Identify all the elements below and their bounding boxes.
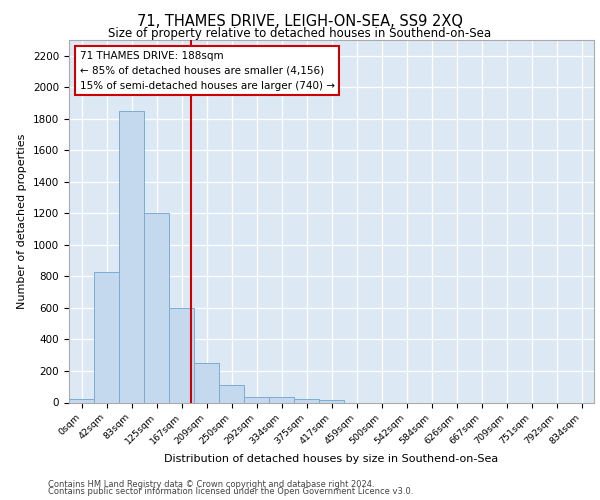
Bar — [194, 363, 219, 403]
Y-axis label: Number of detached properties: Number of detached properties — [17, 134, 28, 309]
Bar — [169, 308, 194, 402]
Text: Size of property relative to detached houses in Southend-on-Sea: Size of property relative to detached ho… — [109, 27, 491, 40]
Text: 71 THAMES DRIVE: 188sqm
← 85% of detached houses are smaller (4,156)
15% of semi: 71 THAMES DRIVE: 188sqm ← 85% of detache… — [79, 51, 335, 90]
Text: Contains HM Land Registry data © Crown copyright and database right 2024.: Contains HM Land Registry data © Crown c… — [48, 480, 374, 489]
Bar — [94, 272, 119, 402]
Bar — [244, 397, 269, 402]
Bar — [69, 400, 94, 402]
Text: 71, THAMES DRIVE, LEIGH-ON-SEA, SS9 2XQ: 71, THAMES DRIVE, LEIGH-ON-SEA, SS9 2XQ — [137, 14, 463, 29]
Text: Contains public sector information licensed under the Open Government Licence v3: Contains public sector information licen… — [48, 488, 413, 496]
Bar — [319, 400, 344, 402]
Bar — [219, 385, 244, 402]
X-axis label: Distribution of detached houses by size in Southend-on-Sea: Distribution of detached houses by size … — [164, 454, 499, 464]
Bar — [294, 398, 319, 402]
Bar — [144, 214, 169, 402]
Bar — [119, 111, 144, 403]
Bar — [269, 397, 294, 402]
